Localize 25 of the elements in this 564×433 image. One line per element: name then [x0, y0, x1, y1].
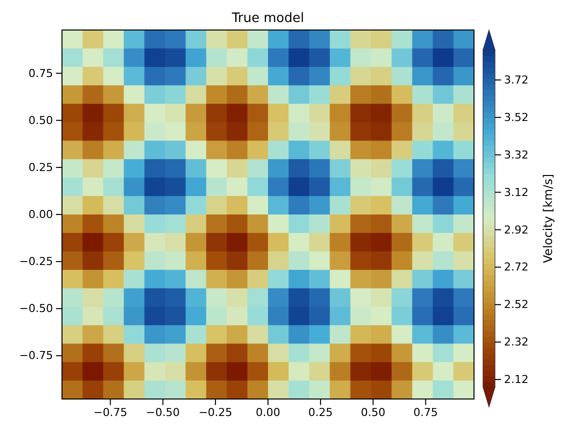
color-bar-title: Velocity [km/s] [541, 174, 555, 264]
x-tick-label: −0.25 [198, 406, 232, 419]
y-tick-label: 0.00 [28, 208, 53, 222]
x-tick-label: 0.25 [308, 406, 333, 419]
y-tick-label: 0.75 [28, 66, 53, 80]
x-tick-label: −0.50 [146, 406, 180, 419]
color-bar-label: 2.12 [504, 373, 528, 386]
x-tick-label: 0.00 [256, 406, 280, 419]
color-bar-label: 3.52 [504, 110, 528, 124]
y-tick-label: 0.25 [28, 160, 53, 174]
x-tick-label: −0.75 [93, 406, 128, 419]
y-tick-label: −0.75 [19, 349, 53, 362]
color-bar-label: 3.12 [504, 186, 528, 199]
y-tick-label: 0.50 [28, 114, 53, 127]
chart-title: True model [230, 11, 304, 26]
y-tick-label: −0.25 [19, 255, 53, 268]
color-bar-label: 3.72 [504, 73, 528, 86]
color-bar-label: 2.92 [504, 223, 528, 236]
color-bar-label: 2.72 [504, 260, 528, 274]
x-tick-label: 0.75 [413, 406, 438, 419]
color-bar-label: 2.52 [504, 298, 528, 312]
x-tick-label: 0.50 [360, 406, 386, 419]
color-bar-label: 3.32 [504, 148, 528, 162]
color-bar-label: 2.32 [504, 336, 528, 349]
y-tick-label: −0.50 [19, 302, 53, 316]
